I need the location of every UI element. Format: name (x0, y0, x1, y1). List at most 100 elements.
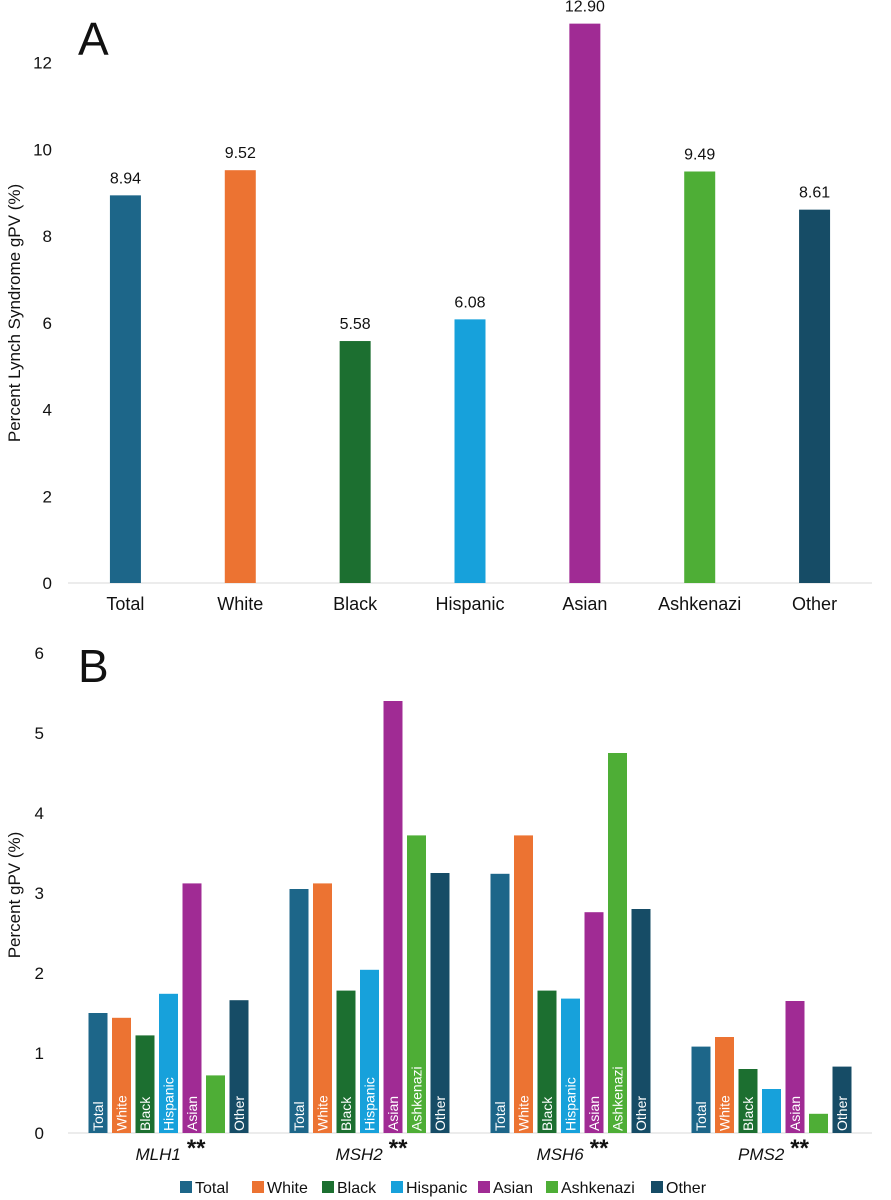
panel-b-bar-label: Black (338, 1096, 354, 1131)
panel-a-category-label: Black (333, 594, 378, 614)
panel-a-bars (109, 23, 831, 583)
panel-b-bar-msh2-white (313, 883, 332, 1133)
legend-label: Ashkenazi (561, 1180, 635, 1197)
panel-a-y-tick-label: 6 (43, 314, 52, 333)
significance-stars: ** (187, 1135, 206, 1162)
panel-a-chart: A Percent Lynch Syndrome gPV (%) 0 2 4 6 8 10… (5, 0, 872, 614)
panel-b-gene-label: PMS2 ** (738, 1135, 810, 1164)
panel-b-bar-mlh1-asian (182, 883, 202, 1133)
panel-b-chart: B Percent gPV (%) 0 1 2 3 4 5 6 Total White Blac… (5, 640, 872, 1197)
panel-a-value-label: 9.49 (684, 146, 715, 163)
panel-b-bar-label: Total (492, 1101, 508, 1131)
panel-b-bar-label: Asian (385, 1096, 401, 1131)
panel-a-y-ticks: 0 2 4 6 8 10 12 (33, 54, 872, 593)
panel-b-bar-label: Asian (184, 1096, 200, 1131)
panel-b-bars (88, 701, 852, 1133)
panel-a-y-tick-label: 10 (33, 140, 52, 159)
panel-b-y-tick-label: 0 (35, 1124, 44, 1143)
panel-b-bar-msh6-ashkenazi (608, 753, 627, 1133)
legend-label: Asian (493, 1180, 533, 1197)
panel-a-bar-hispanic (454, 319, 486, 583)
panel-b-y-tick-label: 6 (35, 644, 44, 663)
panel-b-y-tick-label: 2 (35, 964, 44, 983)
legend-swatch-black (322, 1181, 334, 1193)
panel-b-bar-msh6-white (514, 835, 533, 1133)
panel-b-bar-label: Other (432, 1096, 448, 1131)
legend-label: Black (337, 1180, 377, 1197)
panel-a-category-labels: Total White Black Hispanic Asian Ashkenazi Oth… (106, 594, 837, 614)
panel-b-bar-mlh1-total (88, 1013, 108, 1133)
panel-a-bar-ashkenazi (684, 171, 716, 583)
panel-a-value-label: 5.58 (340, 316, 371, 333)
panel-b-gene-labels: MLH1 ** MSH2 ** MSH6 ** PMS2 ** (135, 1135, 809, 1164)
panel-b-bar-msh6-black (537, 990, 557, 1133)
panel-a-bar-black (339, 341, 371, 583)
legend-swatch-hispanic (391, 1181, 403, 1193)
panel-b-y-tick-label: 3 (35, 884, 44, 903)
gene-name: MSH2 (336, 1145, 384, 1164)
panel-b-bar-label: White (315, 1095, 331, 1131)
panel-b-bar-label: White (114, 1095, 130, 1131)
panel-a-letter: A (78, 13, 109, 65)
panel-b-bar-label: Other (633, 1096, 649, 1131)
legend-swatch-white (252, 1181, 264, 1193)
panel-b-bar-label: Other (834, 1096, 850, 1131)
panel-a-y-tick-label: 8 (43, 227, 52, 246)
panel-b-bar-pms2-black (738, 1069, 758, 1133)
panel-b-bar-label: Total (90, 1101, 106, 1131)
panel-b-bar-mlh1-hispanic (159, 993, 178, 1133)
panel-b-bar-label: Hispanic (563, 1077, 579, 1131)
panel-b-gene-label: MLH1 ** (135, 1135, 206, 1164)
panel-b-letter: B (78, 640, 109, 692)
panel-b-bar-label: Black (740, 1096, 756, 1131)
panel-b-bar-labels: Total White Black Hispanic Asian Other Total Wh… (90, 1066, 850, 1131)
panel-a-category-label: Other (792, 594, 837, 614)
panel-a-value-label: 8.61 (799, 185, 830, 202)
legend-swatch-other (651, 1181, 663, 1193)
panel-b-bar-pms2-ashkenazi (809, 1113, 828, 1133)
panel-a-y-tick-label: 12 (33, 54, 52, 73)
panel-b-bar-label: Asian (787, 1096, 803, 1131)
panel-b-bar-msh6-total (490, 873, 510, 1133)
panel-b-y-tick-label: 4 (35, 804, 44, 823)
panel-a-category-label: Asian (562, 594, 607, 614)
panel-a-value-label: 6.08 (454, 294, 485, 311)
panel-a-bar-asian (569, 23, 601, 583)
panel-b-bar-msh6-asian (584, 912, 604, 1133)
panel-a-category-label: Total (106, 594, 144, 614)
panel-a-bar-white (224, 170, 256, 583)
panel-b-y-tick-label: 5 (35, 724, 44, 743)
panel-b-bar-msh2-asian (383, 701, 403, 1133)
panel-b-bar-pms2-hispanic (762, 1089, 781, 1133)
panel-b-bar-label: Other (231, 1096, 247, 1131)
panel-b-gene-label: MSH6 ** (537, 1135, 610, 1164)
panel-b-bar-label: Ashkenazi (409, 1066, 425, 1131)
panel-b-y-axis-label: Percent gPV (%) (5, 832, 24, 959)
panel-b-bar-pms2-other (832, 1066, 852, 1133)
panel-b-bar-msh2-total (289, 889, 309, 1133)
panel-b-bar-label: Asian (586, 1096, 602, 1131)
panel-a-y-tick-label: 4 (43, 401, 52, 420)
panel-b-bar-msh6-hispanic (561, 998, 580, 1133)
panel-b-bar-mlh1-other (229, 1000, 249, 1133)
gene-name: PMS2 (738, 1145, 785, 1164)
legend-label: White (267, 1180, 308, 1197)
panel-b-bar-msh2-other (430, 873, 450, 1133)
panel-a-y-axis-label: Percent Lynch Syndrome gPV (%) (5, 184, 24, 442)
panel-b-gene-label: MSH2 ** (336, 1135, 409, 1164)
panel-b-bar-msh2-hispanic (360, 969, 379, 1133)
panel-a-bar-other (799, 209, 831, 583)
panel-a-category-label: Hispanic (435, 594, 504, 614)
significance-stars: ** (389, 1135, 408, 1162)
legend-label: Hispanic (406, 1180, 467, 1197)
legend-swatch-ashkenazi (546, 1181, 558, 1193)
panel-a-value-label: 12.90 (565, 0, 605, 16)
panel-b-bar-label: Hispanic (161, 1077, 177, 1131)
legend-swatch-total (180, 1181, 192, 1193)
panel-b-bar-msh2-ashkenazi (407, 835, 426, 1133)
panel-b-legend: Total White Black Hispanic Asian Ashkenazi Oth… (180, 1180, 707, 1197)
panel-a-bar-total (109, 195, 141, 583)
panel-b-bar-msh2-black (336, 990, 356, 1133)
panel-b-bar-label: White (717, 1095, 733, 1131)
